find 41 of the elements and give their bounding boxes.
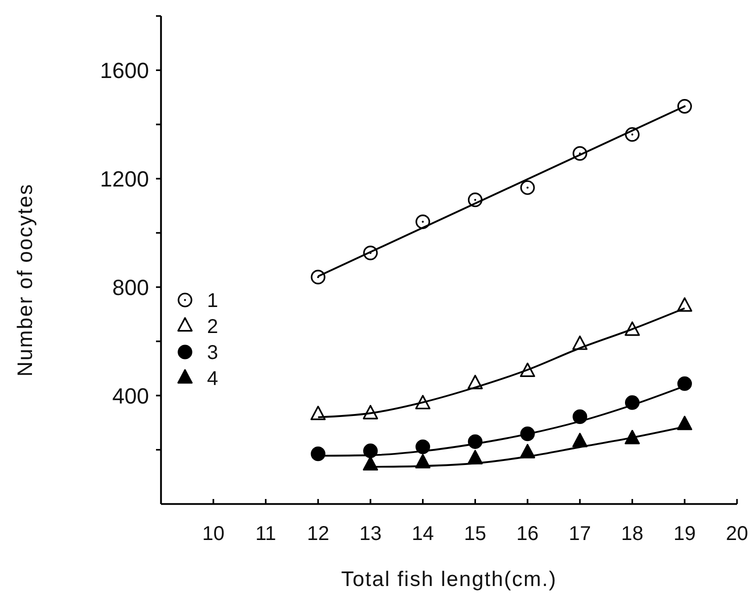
point xyxy=(677,98,692,114)
legend-label: 3 xyxy=(207,342,218,364)
point xyxy=(362,404,378,420)
y-tick-label: 1200 xyxy=(100,166,149,192)
x-tick-label: 20 xyxy=(726,523,748,545)
x-tick-label: 16 xyxy=(516,523,539,545)
x-axis-title: Total fish length(cm.) xyxy=(341,568,557,591)
point xyxy=(468,374,483,390)
legend-label: 1 xyxy=(207,290,218,312)
point xyxy=(363,246,378,260)
point xyxy=(520,362,536,378)
x-tick-label: 12 xyxy=(306,523,330,545)
x-tick-label: 18 xyxy=(621,523,644,545)
x-tick-label: 17 xyxy=(568,523,592,545)
point xyxy=(310,406,326,420)
x-tick-label: 10 xyxy=(202,523,224,545)
point xyxy=(520,180,535,195)
point xyxy=(310,270,326,284)
y-axis-title: Number of oocytes xyxy=(14,183,37,377)
point xyxy=(624,430,640,444)
x-tick-label: 13 xyxy=(359,523,382,545)
x-tick-label: 19 xyxy=(674,523,696,545)
x-tick-label: 11 xyxy=(255,523,276,545)
legend-label: 2 xyxy=(207,316,218,338)
point xyxy=(415,394,430,410)
x-tick-label: 14 xyxy=(412,523,434,545)
point xyxy=(310,446,326,462)
point xyxy=(572,146,588,161)
point xyxy=(468,192,482,208)
y-tick-label: 400 xyxy=(112,383,149,408)
point xyxy=(362,456,378,471)
y-tick-label: 1600 xyxy=(100,58,149,83)
point xyxy=(677,297,692,312)
point xyxy=(416,214,430,230)
legend-label: 4 xyxy=(207,368,218,390)
y-tick-label: 800 xyxy=(112,274,149,300)
point xyxy=(572,336,588,350)
x-tick-label: 15 xyxy=(464,523,486,545)
point xyxy=(624,321,640,336)
point xyxy=(677,376,692,391)
point xyxy=(624,127,640,142)
